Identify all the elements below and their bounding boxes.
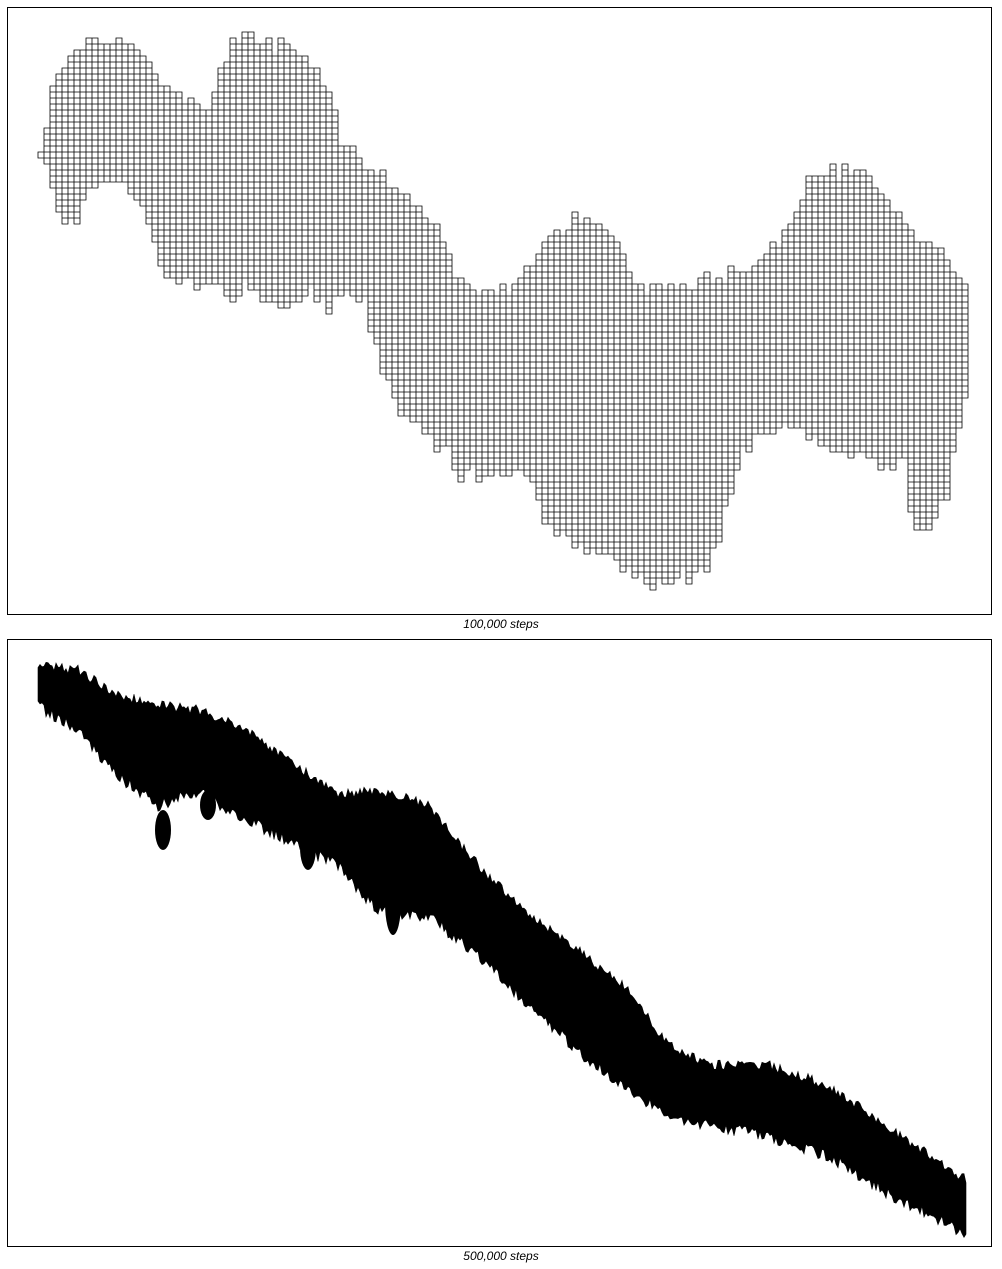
walk-band-protrusion (155, 810, 171, 850)
walk-panel-100k (7, 7, 992, 615)
walk-band-protrusion (640, 1050, 656, 1100)
walk-band-protrusion (405, 860, 421, 905)
walk-band-protrusion (570, 1010, 586, 1050)
walk-band-protrusion (300, 825, 316, 870)
walk-band-protrusion (200, 790, 216, 820)
caption-100k: 100,000 steps (463, 617, 539, 631)
walk-grid-figure-100k (37, 31, 969, 591)
walk-band-protrusion (245, 800, 261, 820)
walk-solid-figure-500k (37, 661, 967, 1239)
caption-500k: 500,000 steps (463, 1249, 539, 1263)
walk-band-protrusion (385, 870, 401, 935)
walk-panel-500k (7, 639, 992, 1247)
walk-cluster-grid (37, 31, 969, 591)
walk-band-solid (37, 661, 967, 1239)
